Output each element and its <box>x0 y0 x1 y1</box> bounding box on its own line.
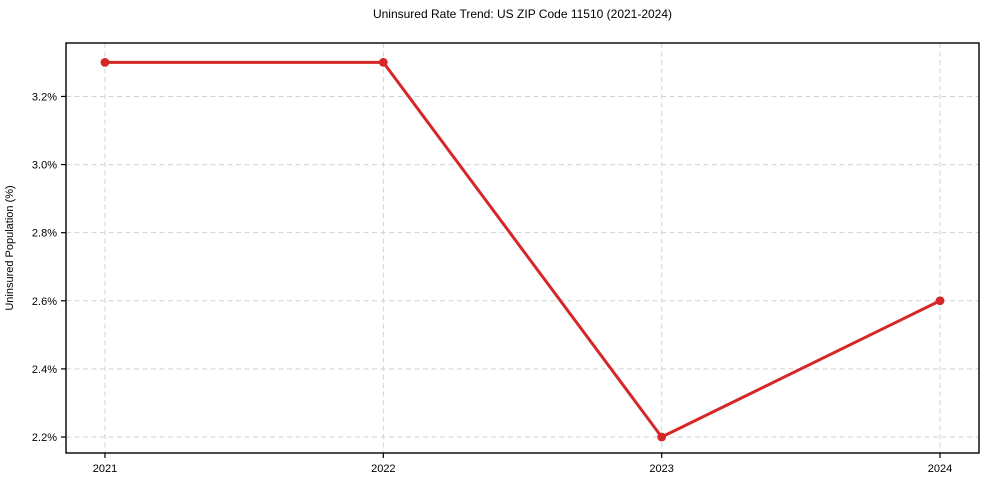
y-tick-label: 3.0% <box>32 160 57 172</box>
data-point <box>935 296 945 306</box>
x-tick-label: 2021 <box>93 463 117 475</box>
data-point <box>657 432 667 442</box>
y-tick-label: 2.2% <box>32 432 57 444</box>
data-point <box>100 58 110 67</box>
trend-line <box>103 60 942 439</box>
data-point <box>378 58 388 67</box>
y-tick-label: 2.6% <box>32 296 57 308</box>
x-tick-label: 2022 <box>371 463 395 475</box>
y-tick-label: 2.4% <box>32 364 57 376</box>
y-tick-label: 3.2% <box>32 91 57 103</box>
y-tick-label: 2.8% <box>32 228 57 240</box>
y-axis-label: Uninsured Population (%) <box>4 185 16 310</box>
x-tick-label: 2024 <box>928 463 952 475</box>
x-tick-label: 2023 <box>649 463 673 475</box>
chart-title: Uninsured Rate Trend: US ZIP Code 11510 … <box>372 7 673 21</box>
plot-border <box>65 42 980 454</box>
